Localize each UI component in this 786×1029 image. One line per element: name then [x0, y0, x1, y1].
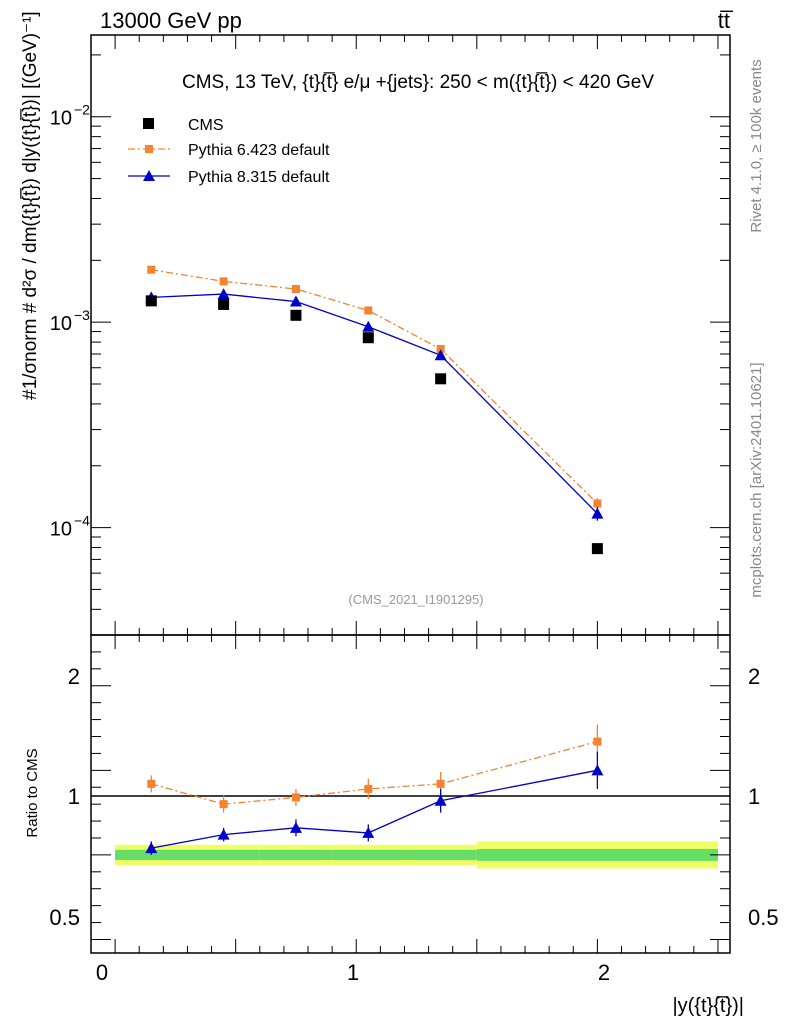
pythia8-point: [217, 828, 230, 840]
cms-point: [145, 295, 157, 307]
ratio-ytick-label-0.5-right: 0.5: [748, 905, 779, 930]
main-ytick-label: 10: [50, 313, 72, 335]
pythia6-point: [147, 265, 156, 274]
cms-point: [591, 543, 603, 555]
legend-label-cms: CMS: [188, 117, 224, 134]
legend: CMS Pythia 6.423 default Pythia 8.315 de…: [128, 117, 330, 186]
main-axis-ticks: [91, 35, 730, 636]
pythia6-point: [436, 779, 445, 788]
main-ytick-label-exponent: −4: [74, 513, 90, 529]
legend-marker-pythia8: [143, 170, 155, 181]
legend-label-pythia8: Pythia 8.315 default: [188, 169, 330, 186]
pythia6-line: [151, 269, 598, 504]
pythia8-point: [591, 507, 604, 519]
cms-point: [218, 298, 230, 310]
ratio-ytick-label-2: 2: [68, 664, 80, 689]
ratio-ytick-label-2-right: 2: [748, 664, 760, 689]
pythia6-point: [436, 345, 445, 354]
pythia8-point: [289, 821, 302, 833]
ratio-axis-ticks: [91, 635, 730, 953]
pythia8-point: [289, 295, 302, 307]
pythia6-point: [593, 737, 602, 746]
main-ytick-label-exponent: −3: [74, 307, 90, 323]
pythia8-point: [362, 320, 375, 332]
ratio-series: [145, 724, 604, 855]
legend-marker-cms: [143, 118, 154, 129]
pythia8-point: [217, 288, 230, 300]
main-ytick-label-exponent: −2: [74, 102, 90, 118]
ratio-band-inner: [187, 849, 260, 860]
pythia6-point: [219, 800, 228, 809]
ratio-panel-frame: [90, 634, 731, 954]
pythia8-point: [145, 842, 158, 854]
pythia8-point: [591, 764, 604, 776]
pythia6-point: [364, 784, 373, 793]
main-y-axis-label: #1/σnorm # d²σ / dm({t}{t̅}) d|y({t}{t̅}…: [20, 11, 41, 400]
ratio-band-inner: [259, 849, 333, 860]
legend-label-pythia6: Pythia 6.423 default: [188, 142, 330, 159]
x-axis-label: |y({t}{t̅})|: [672, 995, 744, 1017]
mcplots-label: mcplots.cern.ch [arXiv:2401.10621]: [748, 362, 765, 597]
analysis-watermark: (CMS_2021_I1901295): [348, 592, 483, 607]
header-energy-label: 13000 GeV pp: [100, 8, 242, 33]
xtick-label-0: 0: [96, 960, 108, 985]
cms-point: [435, 373, 447, 385]
main-y-tick-labels: 10−210−310−4: [50, 102, 90, 541]
pythia8-line: [151, 769, 598, 849]
main-series: [145, 265, 604, 555]
main-ytick-label: 10: [50, 108, 72, 130]
ratio-reference-band: [115, 841, 718, 869]
ratio-band-inner: [332, 849, 405, 860]
ratio-panel: 2 1 0.5 2 1 0.5 0 1 2 Ratio to CMS |y({t…: [24, 634, 779, 1017]
pythia6-point: [291, 285, 300, 294]
main-panel-frame: [90, 34, 731, 636]
ratio-band-inner: [476, 848, 718, 861]
main-panel: 10−210−310−4 CMS, 13 TeV, {t}{t̅} e/μ +{…: [20, 11, 731, 636]
pythia6-point: [147, 779, 156, 788]
pythia6-point: [291, 793, 300, 802]
rivet-version-label: Rivet 4.1.0, ≥ 100k events: [748, 59, 765, 232]
ratio-y-axis-label: Ratio to CMS: [24, 748, 41, 837]
ratio-ytick-label-1-right: 1: [748, 784, 760, 809]
cms-point: [290, 309, 302, 321]
xtick-label-1: 1: [347, 960, 359, 985]
main-title: CMS, 13 TeV, {t}{t̅} e/μ +{jets}: 250 < …: [182, 72, 654, 93]
main-ytick-label: 10: [50, 519, 72, 541]
pythia6-point: [593, 499, 602, 508]
main-y-axis-label-text: #1/σnorm # d²σ / dm({t}{t̅}) d|y({t}{t̅}…: [20, 11, 41, 400]
pythia6-point: [219, 277, 228, 286]
pythia6-point: [364, 306, 373, 315]
ratio-band-inner: [404, 849, 477, 860]
ratio-ytick-label-1: 1: [68, 784, 80, 809]
pythia8-point: [434, 794, 447, 806]
cms-point: [362, 332, 374, 344]
header-process-label: tt̅: [718, 8, 734, 33]
legend-marker-pythia6: [145, 145, 153, 153]
pythia8-point: [434, 349, 447, 361]
pythia8-point: [362, 826, 375, 838]
pythia8-line: [151, 293, 598, 515]
pythia6-line: [151, 740, 598, 805]
xtick-label-2: 2: [598, 960, 610, 985]
ratio-ytick-label-0.5: 0.5: [49, 905, 80, 930]
